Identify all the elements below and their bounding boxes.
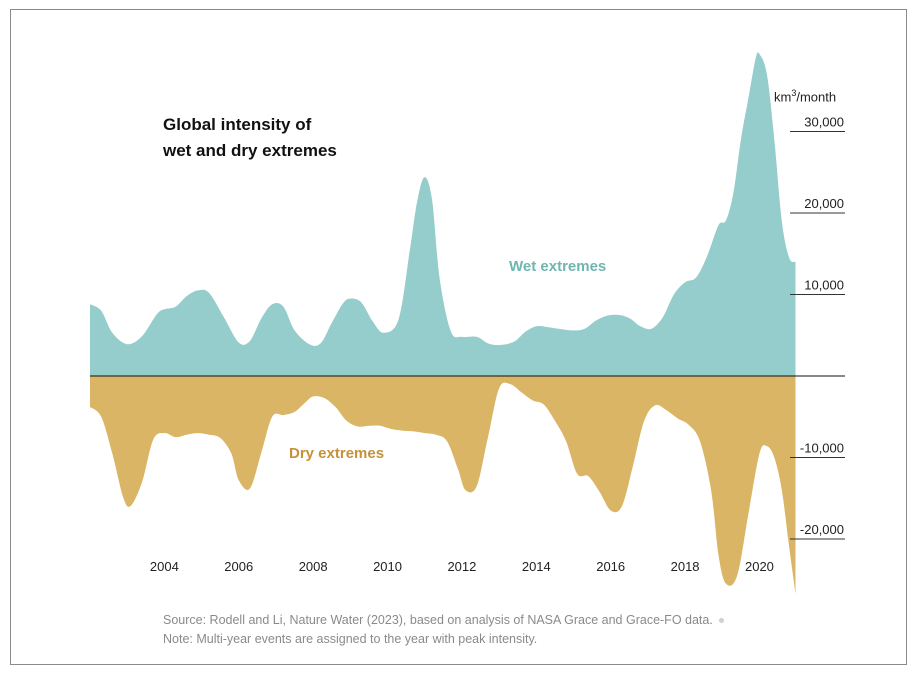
source-line: Source: Rodell and Li, Nature Water (202… bbox=[163, 613, 713, 627]
note-line: Note: Multi-year events are assigned to … bbox=[163, 632, 538, 646]
x-tick-label: 2012 bbox=[447, 559, 476, 574]
source-note: Source: Rodell and Li, Nature Water (202… bbox=[163, 611, 724, 649]
x-tick-label: 2018 bbox=[671, 559, 700, 574]
dry-extremes-area bbox=[90, 376, 796, 594]
unit-tail: /month bbox=[796, 89, 837, 105]
dot-icon bbox=[718, 618, 724, 624]
x-tick-label: 2020 bbox=[745, 559, 774, 574]
y-tick-label: 30,000 bbox=[804, 115, 844, 130]
x-tick-label: 2014 bbox=[522, 559, 551, 574]
x-tick-label: 2008 bbox=[299, 559, 328, 574]
y-tick-label: -20,000 bbox=[800, 522, 844, 537]
x-tick-label: 2016 bbox=[596, 559, 625, 574]
y-tick-label: 20,000 bbox=[804, 196, 844, 211]
chart-title: Global intensity of wet and dry extremes bbox=[163, 112, 337, 164]
dry-extremes-label: Dry extremes bbox=[289, 445, 385, 462]
y-axis-unit-label: km3/month bbox=[774, 88, 836, 104]
chart-title-line-1: Global intensity of bbox=[163, 115, 312, 134]
wet-extremes-label: Wet extremes bbox=[509, 258, 607, 275]
chart-frame bbox=[10, 9, 907, 665]
x-tick-label: 2004 bbox=[150, 559, 179, 574]
unit-exponent: 3 bbox=[791, 88, 797, 98]
y-tick-label: 10,000 bbox=[804, 278, 844, 293]
chart-title-line-2: wet and dry extremes bbox=[163, 141, 337, 160]
unit-base: km bbox=[774, 89, 792, 105]
x-tick-label: 2010 bbox=[373, 559, 402, 574]
wet-extremes-area bbox=[90, 52, 796, 376]
x-tick-label: 2006 bbox=[224, 559, 253, 574]
y-tick-label: -10,000 bbox=[800, 441, 844, 456]
